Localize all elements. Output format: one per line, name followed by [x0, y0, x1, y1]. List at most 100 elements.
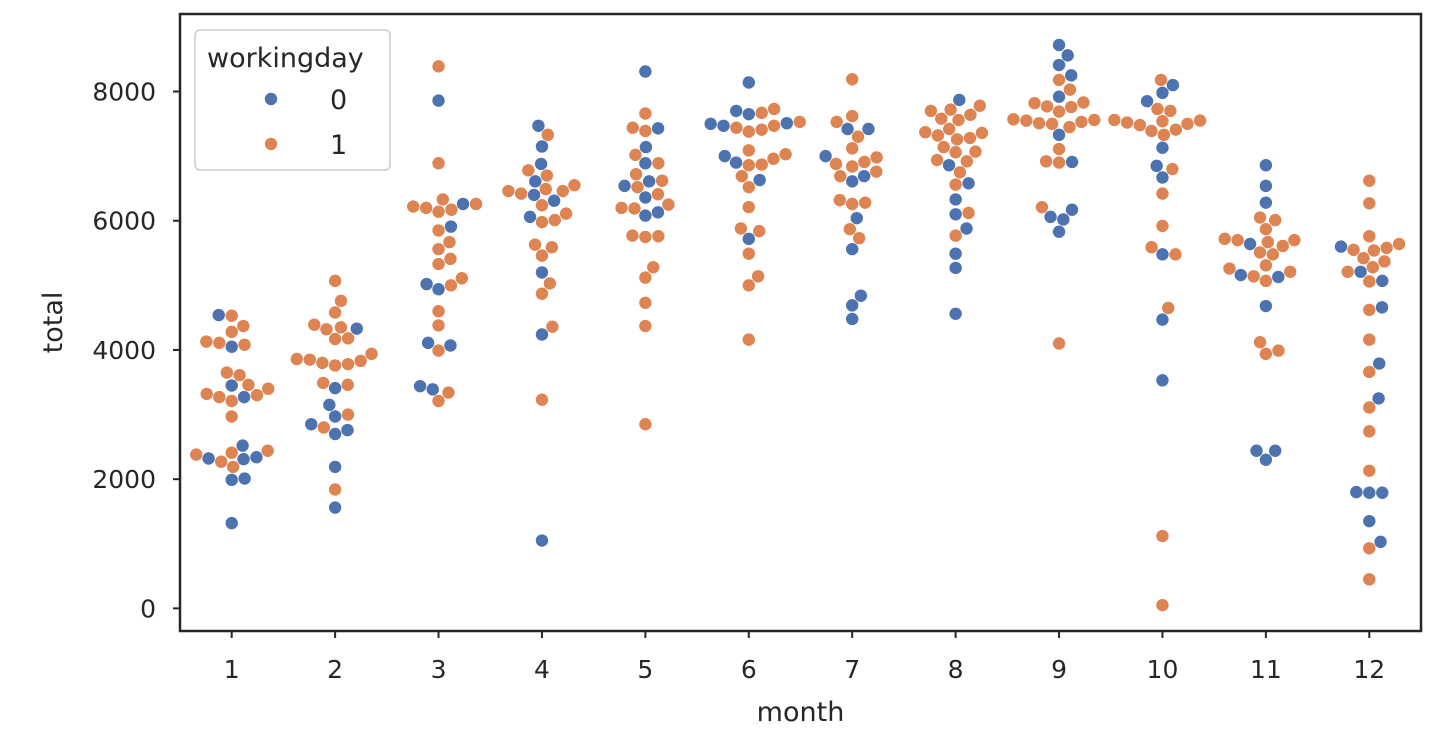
point-month-4-workingday-0 — [523, 210, 537, 224]
point-month-1-workingday-1 — [215, 455, 228, 468]
point-month-10-workingday-1 — [1133, 118, 1147, 132]
point-month-5-workingday-1 — [652, 157, 665, 170]
point-month-3-workingday-0 — [421, 336, 435, 350]
point-month-6-workingday-0 — [718, 149, 731, 163]
point-month-6-workingday-1 — [734, 222, 748, 235]
point-month-1-workingday-1 — [226, 460, 240, 474]
x-tick-label: 10 — [1147, 655, 1179, 684]
point-month-6-workingday-0 — [780, 116, 793, 130]
point-month-7-workingday-1 — [870, 151, 883, 164]
point-month-11-workingday-0 — [1259, 179, 1273, 193]
point-month-3-workingday-1 — [445, 203, 458, 216]
point-month-4-workingday-1 — [568, 179, 581, 192]
point-month-12-workingday-0 — [1373, 357, 1386, 370]
point-month-5-workingday-1 — [639, 418, 652, 431]
point-month-6-workingday-1 — [742, 333, 755, 346]
point-month-11-workingday-1 — [1231, 233, 1244, 247]
point-month-11-workingday-1 — [1288, 233, 1301, 247]
point-month-6-workingday-1 — [753, 224, 766, 238]
point-month-10-workingday-1 — [1108, 113, 1121, 127]
point-month-12-workingday-1 — [1366, 261, 1380, 274]
point-month-4-workingday-0 — [535, 534, 549, 547]
point-month-5-workingday-0 — [639, 140, 653, 154]
point-month-5-workingday-1 — [626, 121, 639, 134]
point-month-12-workingday-1 — [1357, 252, 1370, 265]
point-month-3-workingday-1 — [436, 193, 450, 206]
point-month-2-workingday-1 — [328, 306, 342, 319]
point-month-1-workingday-0 — [238, 472, 251, 485]
point-month-1-workingday-1 — [220, 366, 234, 379]
point-month-2-workingday-0 — [305, 418, 318, 431]
point-month-3-workingday-1 — [419, 201, 433, 215]
point-month-3-workingday-1 — [455, 272, 469, 285]
point-month-12-workingday-0 — [1374, 535, 1387, 549]
point-month-1-workingday-1 — [225, 410, 238, 423]
point-month-8-workingday-1 — [964, 108, 977, 121]
point-month-1-workingday-1 — [262, 382, 275, 395]
x-tick-label: 4 — [534, 655, 550, 684]
point-month-12-workingday-1 — [1363, 230, 1376, 243]
point-month-5-workingday-1 — [639, 271, 652, 284]
point-month-2-workingday-1 — [328, 359, 342, 372]
point-month-12-workingday-1 — [1367, 244, 1381, 257]
point-month-4-workingday-1 — [543, 277, 557, 290]
point-month-10-workingday-0 — [1140, 95, 1154, 108]
legend-label-1: 1 — [330, 130, 347, 161]
point-month-10-workingday-1 — [1156, 115, 1169, 128]
point-month-9-workingday-1 — [1052, 156, 1066, 169]
point-month-7-workingday-0 — [850, 211, 863, 225]
point-month-5-workingday-0 — [639, 157, 652, 170]
point-month-4-workingday-1 — [535, 393, 549, 406]
point-month-1-workingday-0 — [250, 451, 263, 464]
point-month-1-workingday-0 — [237, 452, 250, 466]
point-month-1-workingday-0 — [212, 308, 225, 322]
point-month-6-workingday-0 — [753, 173, 766, 187]
point-month-11-workingday-1 — [1269, 213, 1282, 227]
point-month-3-workingday-0 — [432, 283, 445, 296]
point-month-6-workingday-1 — [755, 123, 768, 136]
point-month-6-workingday-0 — [742, 76, 755, 89]
point-month-4-workingday-1 — [556, 184, 570, 198]
point-month-8-workingday-0 — [949, 247, 962, 260]
point-month-4-workingday-1 — [502, 184, 515, 198]
point-month-12-workingday-1 — [1363, 464, 1376, 477]
point-month-1-workingday-1 — [237, 319, 250, 333]
point-month-11-workingday-0 — [1250, 444, 1263, 457]
point-month-9-workingday-1 — [1052, 105, 1066, 118]
point-month-9-workingday-0 — [1061, 49, 1074, 62]
point-month-2-workingday-1 — [317, 421, 331, 434]
point-month-10-workingday-1 — [1169, 123, 1183, 136]
point-month-5-workingday-1 — [652, 230, 665, 243]
point-month-4-workingday-1 — [535, 215, 549, 229]
point-month-9-workingday-1 — [1063, 120, 1076, 134]
point-month-9-workingday-0 — [1052, 128, 1066, 142]
point-month-10-workingday-1 — [1181, 117, 1194, 131]
point-month-12-workingday-1 — [1363, 425, 1376, 438]
point-month-4-workingday-0 — [535, 266, 549, 279]
point-month-5-workingday-0 — [651, 122, 665, 135]
point-month-2-workingday-0 — [328, 427, 342, 441]
point-month-12-workingday-1 — [1363, 573, 1376, 586]
point-month-8-workingday-0 — [960, 222, 973, 235]
point-month-2-workingday-1 — [308, 318, 321, 331]
point-month-3-workingday-1 — [442, 386, 455, 399]
point-month-10-workingday-0 — [1166, 78, 1180, 92]
point-month-1-workingday-1 — [200, 387, 213, 401]
point-month-5-workingday-1 — [651, 188, 665, 201]
point-month-9-workingday-1 — [1063, 83, 1077, 96]
point-month-6-workingday-1 — [742, 200, 755, 214]
point-month-8-workingday-0 — [949, 307, 962, 320]
point-month-10-workingday-1 — [1145, 241, 1158, 254]
point-month-2-workingday-1 — [365, 347, 378, 361]
point-month-1-workingday-1 — [225, 325, 238, 339]
point-month-4-workingday-1 — [540, 169, 554, 182]
point-month-2-workingday-1 — [341, 357, 355, 371]
point-month-3-workingday-1 — [432, 394, 445, 408]
point-month-2-workingday-0 — [328, 381, 342, 395]
point-month-4-workingday-0 — [529, 175, 542, 188]
point-month-8-workingday-1 — [949, 229, 962, 242]
point-month-11-workingday-1 — [1259, 274, 1273, 288]
legend-entries: 01 — [264, 85, 347, 161]
point-month-6-workingday-0 — [729, 156, 743, 169]
point-month-11-workingday-0 — [1259, 158, 1273, 172]
